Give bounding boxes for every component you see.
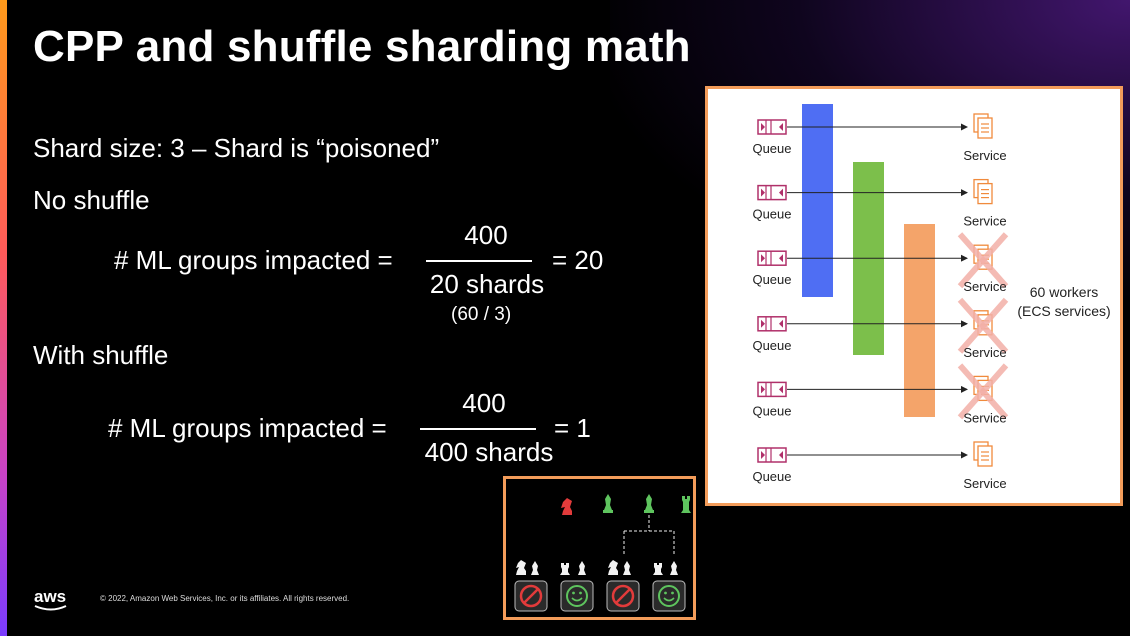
queue-label: Queue — [752, 469, 791, 484]
queue-service-row: Queue Service — [752, 232, 1009, 294]
with-shuffle-denominator: 400 shards — [424, 437, 554, 467]
no-shuffle-fraction-bar — [426, 260, 532, 262]
no-shuffle-numerator: 400 — [464, 220, 508, 250]
aws-logo: aws — [34, 587, 68, 612]
shard-size-line: Shard size: 3 – Shard is “poisoned” — [33, 133, 440, 163]
queue-service-row: Queue Service — [752, 113, 1007, 163]
copyright-footer: © 2022, Amazon Web Services, Inc. or its… — [100, 594, 350, 603]
accent-edge — [0, 0, 7, 636]
with-shuffle-heading: With shuffle — [33, 340, 169, 370]
red-knight-icon — [561, 498, 572, 515]
service-label: Service — [963, 345, 1006, 360]
with-shuffle-fraction-bar — [420, 428, 536, 430]
service-icon — [973, 441, 993, 467]
blocked-icon — [606, 580, 640, 612]
failed-cross-icon — [957, 363, 1009, 420]
shard-diagram: Queue Service Queue Service Queue Service Queu… — [705, 86, 1123, 506]
green-bishop-icon — [603, 494, 613, 513]
slide-title: CPP and shuffle sharding math — [33, 22, 691, 71]
smile-icon — [652, 580, 686, 612]
queue-service-row: Queue Service — [752, 363, 1009, 425]
queue-icon — [757, 184, 787, 201]
no-shuffle-heading: No shuffle — [33, 185, 150, 215]
queue-service-row: Queue Service — [752, 441, 1007, 491]
shard-bar-orange — [904, 224, 935, 417]
no-shuffle-denominator: 20 shards — [429, 269, 545, 299]
chess-illustration — [503, 476, 696, 620]
workers-label: 60 workers — [1030, 284, 1098, 300]
no-shuffle-note: (60 / 3) — [451, 304, 512, 325]
queue-icon — [757, 316, 787, 332]
queue-service-row: Queue Service — [752, 178, 1007, 229]
queue-icon — [757, 447, 787, 463]
service-label: Service — [963, 214, 1006, 229]
with-shuffle-numerator: 400 — [462, 388, 506, 418]
smile-icon — [560, 580, 594, 612]
with-shuffle-formula-label: # ML groups impacted = — [108, 413, 387, 443]
green-rook-icon — [681, 496, 691, 513]
queue-label: Queue — [752, 207, 791, 222]
shard-bar-blue — [802, 104, 833, 297]
queue-label: Queue — [752, 403, 791, 418]
service-icon — [973, 113, 993, 139]
queue-label: Queue — [752, 338, 791, 353]
service-label: Service — [963, 279, 1006, 294]
queue-service-row: Queue Service — [752, 297, 1009, 360]
queue-icon — [757, 250, 787, 266]
no-shuffle-formula-label: # ML groups impacted = — [114, 245, 393, 275]
failed-cross-icon — [957, 232, 1009, 289]
with-shuffle-result: = 1 — [554, 413, 591, 443]
service-label: Service — [963, 476, 1006, 491]
queue-icon — [757, 381, 787, 398]
failed-cross-icon — [957, 297, 1009, 354]
queue-label: Queue — [752, 141, 791, 156]
service-label: Service — [963, 410, 1006, 425]
queue-label: Queue — [752, 272, 791, 287]
green-bishop-icon — [644, 494, 654, 513]
service-icon — [973, 178, 993, 205]
queue-icon — [757, 119, 787, 135]
workers-sublabel: (ECS services) — [1017, 303, 1110, 319]
service-label: Service — [963, 148, 1006, 163]
no-shuffle-result: = 20 — [552, 245, 604, 275]
blocked-icon — [514, 580, 548, 612]
